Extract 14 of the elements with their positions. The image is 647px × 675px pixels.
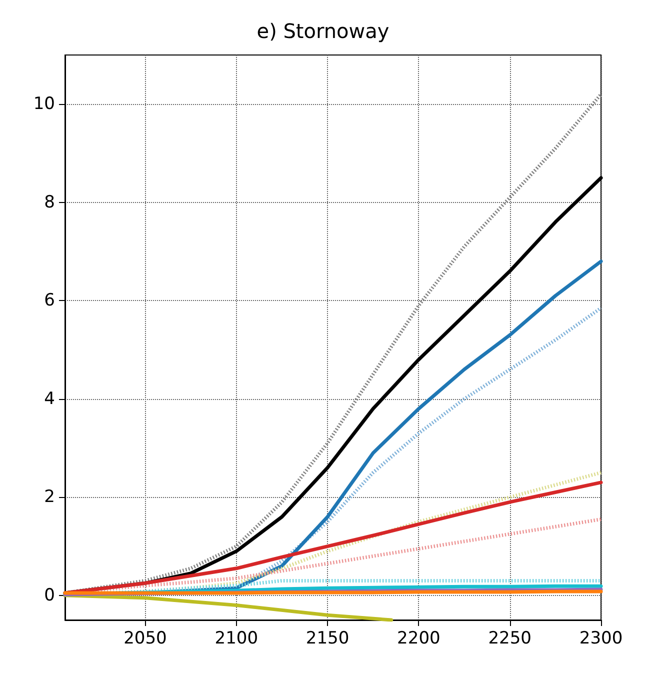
x-tick-label: 2200 (397, 628, 440, 648)
x-tick-label: 2150 (306, 628, 350, 648)
y-tick-label: 8 (44, 192, 55, 212)
y-tick-label: 10 (33, 94, 55, 114)
y-tick-label: 2 (44, 487, 55, 508)
x-tick-label: 2100 (214, 628, 258, 648)
y-tick-label: 6 (44, 290, 55, 311)
chart-title: e) Stornoway (256, 19, 390, 43)
y-tick-label: 0 (44, 585, 55, 606)
line-series (63, 594, 394, 622)
x-tick-label: 2250 (488, 628, 532, 648)
x-tick-label: 2300 (579, 628, 623, 648)
y-tick-label: 4 (44, 388, 55, 409)
x-tick-label: 2050 (124, 628, 167, 648)
